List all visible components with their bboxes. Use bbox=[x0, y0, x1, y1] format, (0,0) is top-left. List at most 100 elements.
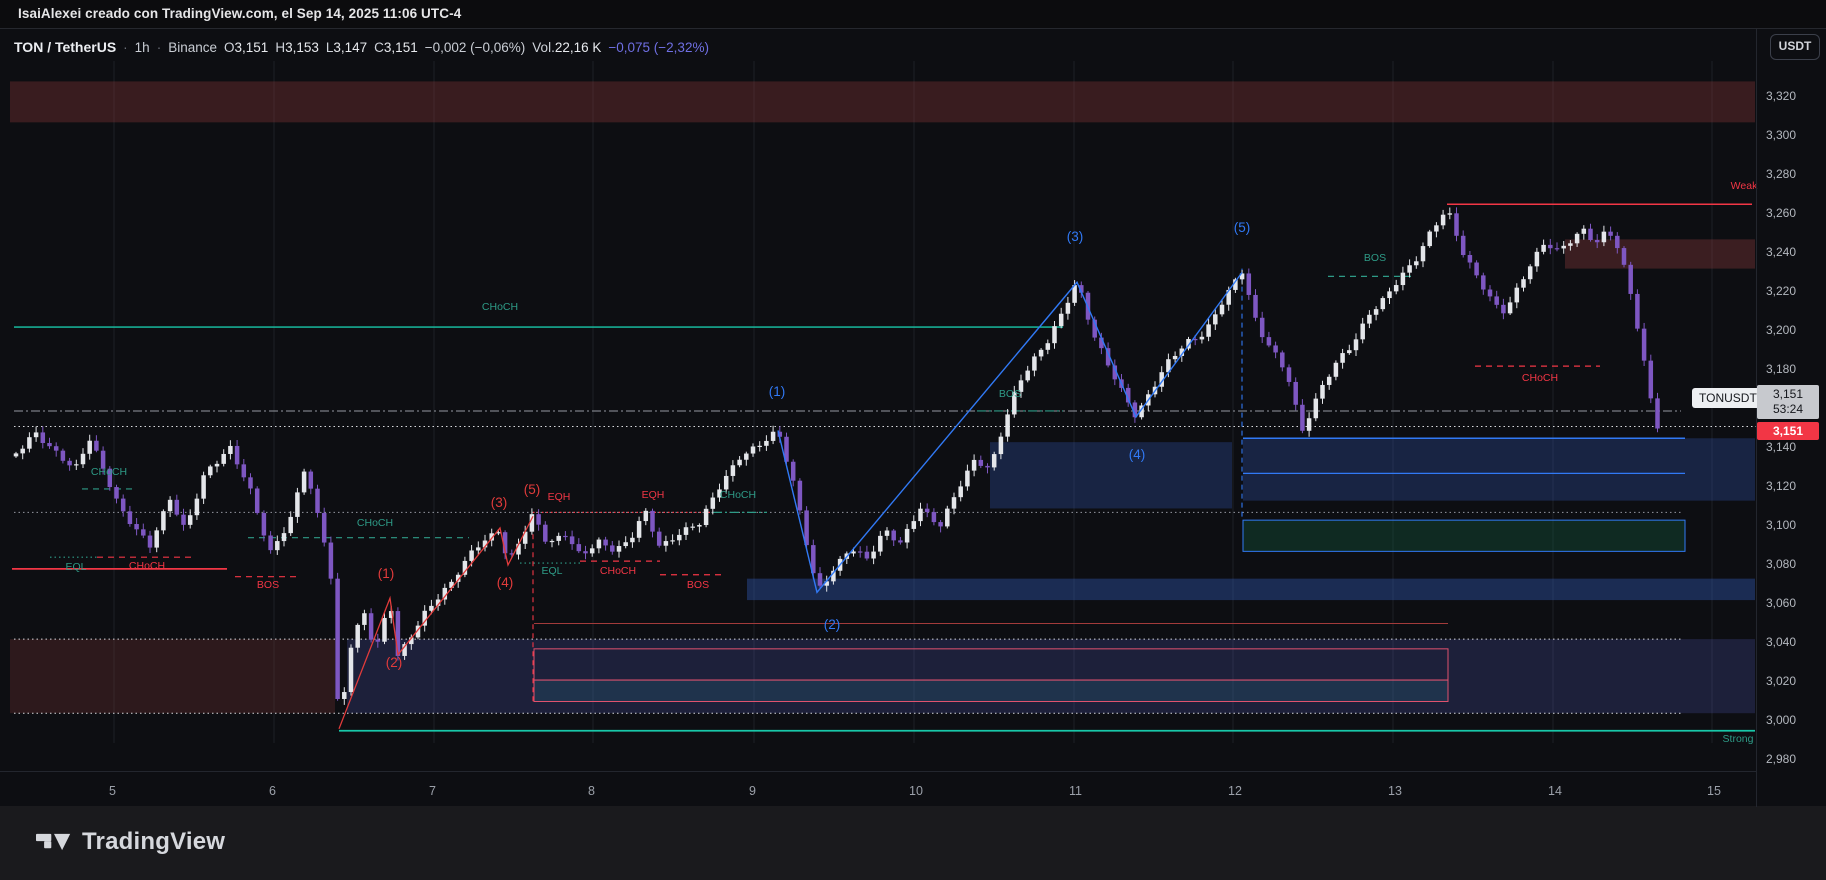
structure-label-eqh: EQH bbox=[642, 489, 665, 501]
waves-layer: (1) (2) (3) (4) (5) (1) (2) (3) (4) (5) bbox=[338, 220, 1251, 730]
price-tick: 3,060 bbox=[1766, 596, 1797, 610]
time-tick: 9 bbox=[749, 784, 756, 798]
price-tick: 3,080 bbox=[1766, 557, 1797, 571]
elliott-wave-red-label: (1) bbox=[378, 566, 395, 581]
elliott-wave-blue-label: (5) bbox=[1234, 220, 1251, 235]
countdown-chip: 3,151 53:24 bbox=[1757, 385, 1819, 419]
low-value: L3,147 bbox=[325, 39, 368, 55]
tradingview-logo-text: TradingView bbox=[82, 828, 226, 855]
structure-label-eql: EQL bbox=[65, 561, 86, 573]
open-value: O3,151 bbox=[224, 39, 269, 55]
interval-label[interactable]: 1h bbox=[134, 39, 150, 55]
levels-layer bbox=[12, 203, 1756, 732]
bar-countdown: 53:24 bbox=[1772, 402, 1804, 416]
price-tick: 3,200 bbox=[1766, 323, 1797, 337]
price-tick: 3,220 bbox=[1766, 284, 1797, 298]
elliott-wave-red-label: (2) bbox=[386, 655, 403, 670]
price-tick: 3,240 bbox=[1766, 245, 1797, 259]
time-tick: 14 bbox=[1548, 784, 1562, 798]
elliott-wave-blue-label: (3) bbox=[1067, 229, 1084, 244]
chart-legend[interactable]: TON / TetherUS · 1h · Binance O3,151 H3,… bbox=[14, 37, 709, 57]
elliott-wave-blue-label: (4) bbox=[1129, 447, 1146, 462]
demand-zone-green bbox=[1242, 519, 1686, 552]
structure-label-choch: CHoCH bbox=[720, 489, 756, 501]
countdown-price: 3,151 bbox=[1772, 387, 1804, 401]
elliott-wave-red bbox=[338, 515, 534, 730]
price-tick: 3,300 bbox=[1766, 128, 1797, 142]
price-change: −0,002 (−0,06%) bbox=[424, 39, 526, 55]
price-tick: 3,320 bbox=[1766, 89, 1797, 103]
supply-zone-top bbox=[10, 81, 1755, 123]
last-price-chip: 3,151 bbox=[1757, 422, 1819, 440]
time-tick: 8 bbox=[588, 784, 595, 798]
time-tick: 12 bbox=[1228, 784, 1242, 798]
close-value: C3,151 bbox=[374, 39, 418, 55]
price-axis[interactable]: 3,320 3,300 3,280 3,260 3,240 3,220 3,200 3,180… bbox=[1756, 29, 1826, 807]
time-tick: 5 bbox=[109, 784, 116, 798]
price-tick: 3,180 bbox=[1766, 362, 1797, 376]
elliott-wave-blue-label: (1) bbox=[769, 384, 786, 399]
time-tick: 15 bbox=[1707, 784, 1721, 798]
structure-labels-layer: CHoCH EQL CHoCH BOS CHoCH CHoCH EQH EQL CHoCH BOS… bbox=[65, 180, 1758, 745]
supply-zone-right bbox=[1565, 239, 1755, 269]
chart-panel: (1) (2) (3) (4) (5) (1) (2) (3) (4) (5) CHoCH EQL CH… bbox=[0, 28, 1826, 807]
symbol-chip: TONUSDT bbox=[1692, 388, 1764, 408]
structure-label-bos: BOS bbox=[999, 388, 1021, 400]
structure-label-choch: CHoCH bbox=[91, 466, 127, 478]
elliott-wave-blue bbox=[777, 272, 1243, 594]
structure-label-bos: BOS bbox=[687, 579, 709, 591]
price-tick: 3,040 bbox=[1766, 635, 1797, 649]
demand-zone-mid bbox=[747, 578, 1755, 601]
price-tick: 3,000 bbox=[1766, 713, 1797, 727]
separator-dot: · bbox=[123, 39, 128, 55]
high-value: H3,153 bbox=[275, 39, 319, 55]
price-tick: 3,140 bbox=[1766, 440, 1797, 454]
price-tick: 3,100 bbox=[1766, 518, 1797, 532]
structure-label-eqh: EQH bbox=[548, 491, 571, 503]
demand-zone-w4-left bbox=[990, 442, 1232, 509]
separator-dot: · bbox=[156, 39, 162, 55]
structure-label-eql: EQL bbox=[541, 565, 562, 577]
time-tick: 10 bbox=[909, 784, 923, 798]
fib-zone-upper bbox=[533, 648, 1449, 681]
price-tick: 3,260 bbox=[1766, 206, 1797, 220]
structure-label-choch: CHoCH bbox=[129, 560, 165, 572]
structure-label-bos: BOS bbox=[1364, 252, 1386, 264]
volume-change: −0,075 (−2,32%) bbox=[608, 39, 709, 55]
elliott-wave-blue-label: (2) bbox=[824, 617, 841, 632]
exchange-label: Binance bbox=[168, 39, 217, 55]
price-tick: 2,980 bbox=[1766, 752, 1797, 766]
demand-zone-bottom-maroon bbox=[10, 639, 335, 714]
price-tick: 3,020 bbox=[1766, 674, 1797, 688]
structure-label-strong: Strong bbox=[1723, 733, 1754, 745]
time-tick: 13 bbox=[1388, 784, 1402, 798]
elliott-wave-red-label: (4) bbox=[497, 575, 514, 590]
volume-value: Vol.22,16 K bbox=[532, 39, 602, 55]
price-tick: 3,120 bbox=[1766, 479, 1797, 493]
demand-zone-w4-right bbox=[1243, 438, 1755, 501]
attribution-bar: IsaiAlexei creado con TradingView.com, e… bbox=[0, 0, 1826, 28]
demand-zone-bottom bbox=[347, 639, 1755, 714]
footer-bar: TradingView bbox=[0, 806, 1826, 880]
structure-label-choch: CHoCH bbox=[482, 301, 518, 313]
zones-layer bbox=[10, 81, 1755, 714]
attribution-text: IsaiAlexei creado con TradingView.com, e… bbox=[18, 6, 462, 21]
structure-label-choch: CHoCH bbox=[357, 517, 393, 529]
symbol-name[interactable]: TON / TetherUS bbox=[14, 39, 117, 55]
time-tick: 7 bbox=[429, 784, 436, 798]
structure-label-weak: Weak bbox=[1731, 180, 1758, 192]
gridlines-layer bbox=[113, 61, 1713, 743]
time-axis[interactable]: 5 6 7 8 9 10 11 12 13 14 15 bbox=[0, 771, 1756, 808]
tradingview-logo-icon bbox=[36, 833, 71, 851]
time-tick: 11 bbox=[1069, 784, 1082, 798]
currency-toggle-button[interactable]: USDT bbox=[1770, 34, 1820, 60]
price-tick: 3,280 bbox=[1766, 167, 1797, 181]
tradingview-logo[interactable]: TradingView bbox=[36, 828, 225, 856]
structure-label-bos: BOS bbox=[257, 579, 279, 591]
structure-label-choch: CHoCH bbox=[1522, 372, 1558, 384]
fib-zone-lower bbox=[533, 679, 1449, 702]
structure-label-choch: CHoCH bbox=[600, 565, 636, 577]
time-tick: 6 bbox=[269, 784, 276, 798]
elliott-wave-red-label: (5) bbox=[524, 482, 541, 497]
